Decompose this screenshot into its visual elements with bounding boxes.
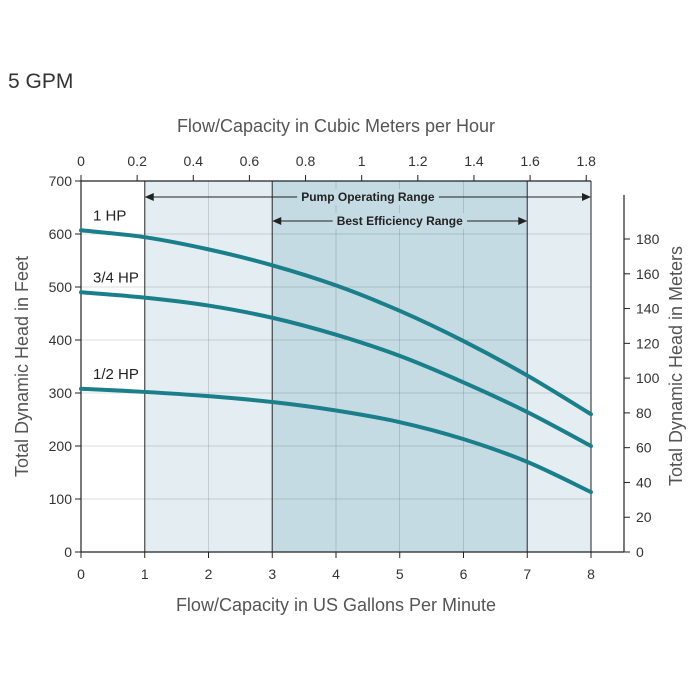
x2-tick-label: 0.6 <box>240 153 260 169</box>
x2-tick-label: 1 <box>358 153 366 169</box>
x-tick-label: 7 <box>523 566 531 582</box>
x-tick-label: 5 <box>396 566 404 582</box>
x2-axis-title: Flow/Capacity in Cubic Meters per Hour <box>177 116 495 136</box>
x-tick-label: 0 <box>77 566 85 582</box>
pump-operating-range-arrow-left <box>144 193 154 201</box>
curve-label-1-2-hp: 1/2 HP <box>93 366 139 383</box>
x-tick-label: 1 <box>141 566 149 582</box>
y2-tick-label: 120 <box>636 335 660 351</box>
page-title: 5 GPM <box>8 70 74 93</box>
curve-3-4-hp <box>79 290 593 448</box>
x2-tick-label: 1.8 <box>576 153 596 169</box>
y2-tick-label: 180 <box>636 231 660 247</box>
curve-label-3-4-hp: 3/4 HP <box>93 269 139 286</box>
y2-tick-label: 100 <box>636 370 660 386</box>
y-tick-label: 500 <box>49 279 73 295</box>
y2-tick-label: 80 <box>636 405 652 421</box>
best-efficiency-range-arrow-right <box>518 217 528 225</box>
y-tick-label: 0 <box>64 544 72 560</box>
y-tick-label: 200 <box>49 438 73 454</box>
best-efficiency-range-label-bg <box>332 213 468 229</box>
x2-tick-label: 1.2 <box>408 153 428 169</box>
x-tick-label: 3 <box>268 566 276 582</box>
x-tick-label: 8 <box>587 566 595 582</box>
curve-1-hp <box>79 228 593 417</box>
y2-axis-title: Total Dynamic Head in Meters <box>666 246 686 486</box>
y-tick-label: 700 <box>49 173 73 189</box>
y2-tick-label: 40 <box>636 474 652 490</box>
y-tick-label: 600 <box>49 226 73 242</box>
y2-tick-label: 0 <box>636 544 644 560</box>
y2-tick-label: 60 <box>636 440 652 456</box>
y2-tick-label: 20 <box>636 509 652 525</box>
pump-operating-range-label-bg <box>297 189 439 205</box>
y2-tick-label: 160 <box>636 266 660 282</box>
best-efficiency-range-arrow-left <box>272 217 282 225</box>
x2-tick-label: 1.4 <box>464 153 484 169</box>
x2-tick-label: 0.4 <box>184 153 204 169</box>
x2-tick-label: 0 <box>77 153 85 169</box>
x2-tick-label: 0.8 <box>296 153 316 169</box>
pump-operating-range-label: Pump Operating Range <box>301 190 435 204</box>
y2-tick-label: 140 <box>636 301 660 317</box>
curve-1-2-hp <box>79 386 593 495</box>
x-tick-label: 2 <box>205 566 213 582</box>
y-axis-title: Total Dynamic Head in Feet <box>12 256 32 477</box>
y-tick-label: 100 <box>49 491 73 507</box>
y-tick-label: 400 <box>49 332 73 348</box>
pump-operating-range-arrow-right <box>582 193 591 201</box>
x-axis-title: Flow/Capacity in US Gallons Per Minute <box>176 595 496 615</box>
best-efficiency-range-label: Best Efficiency Range <box>337 214 463 228</box>
efficiency-range-band <box>272 181 528 552</box>
y-tick-label: 300 <box>49 385 73 401</box>
x2-tick-label: 1.6 <box>520 153 540 169</box>
x2-tick-label: 0.2 <box>127 153 147 169</box>
x-tick-label: 6 <box>460 566 468 582</box>
x-tick-label: 4 <box>332 566 340 582</box>
curve-label-1-hp: 1 HP <box>93 207 126 224</box>
